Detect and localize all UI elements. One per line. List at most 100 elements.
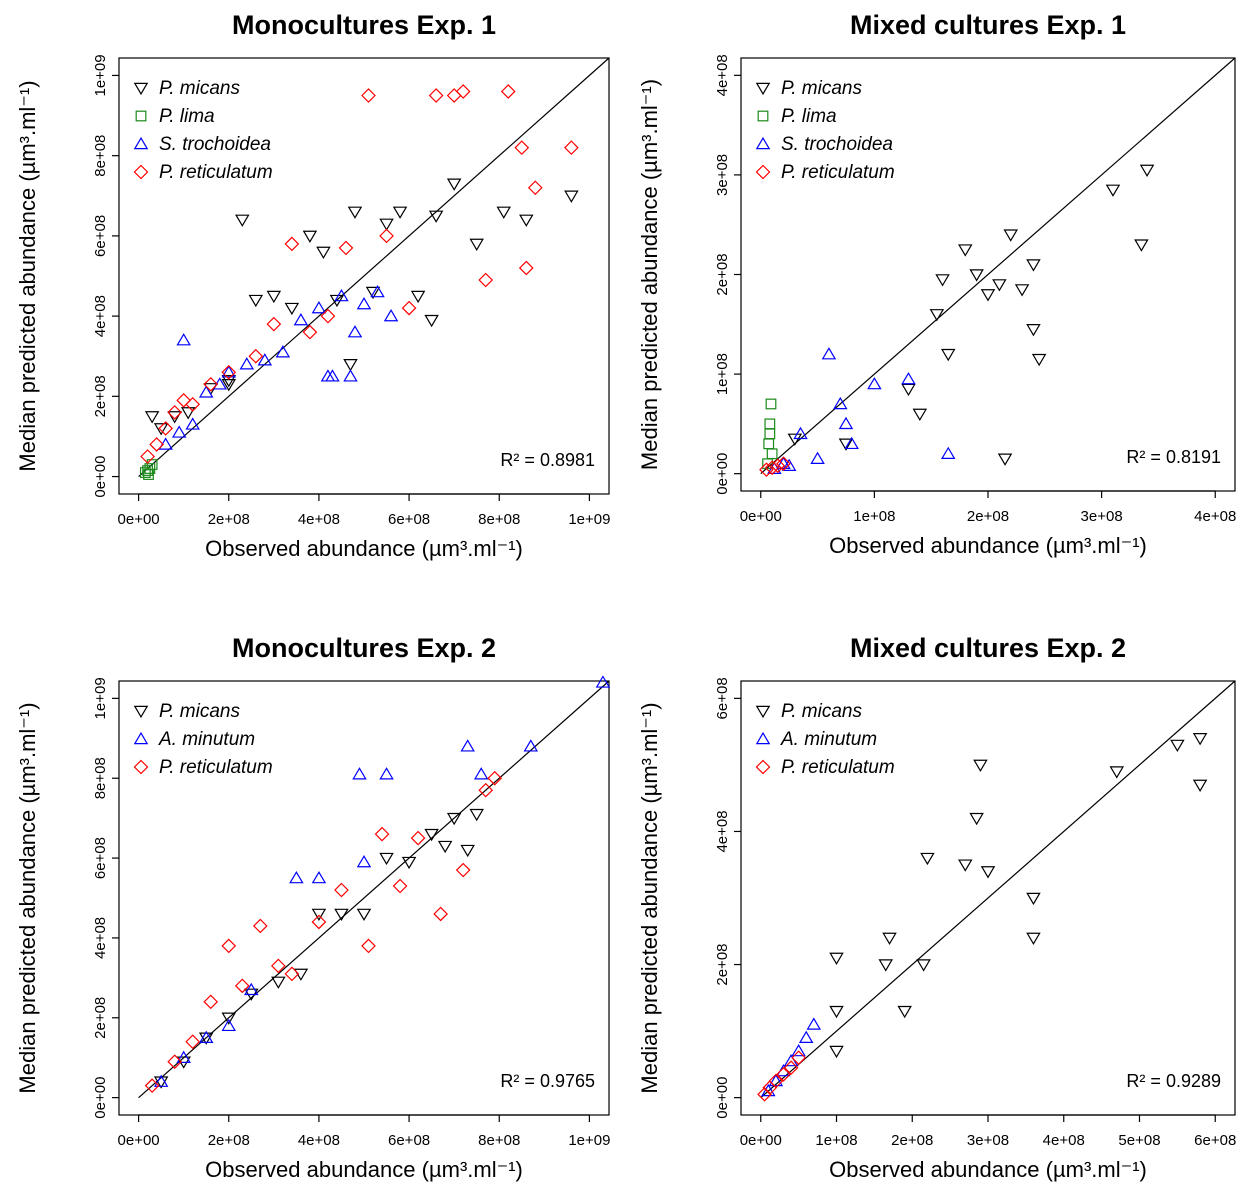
y-tick-label: 4e+08 (714, 810, 731, 852)
data-point (838, 438, 854, 451)
r-squared-label: R² = 0.8981 (500, 450, 595, 470)
y-tick-label: 2e+08 (92, 375, 109, 417)
r-squared-prefix: R² = (1126, 447, 1166, 467)
data-point (379, 228, 394, 244)
series-square (762, 398, 778, 470)
y-tick-label: 6e+08 (714, 677, 731, 719)
data-point (1192, 733, 1208, 746)
r-squared-value: 0.9289 (1166, 1071, 1221, 1091)
data-point (781, 458, 797, 471)
data-point (428, 210, 444, 223)
data-point (1014, 284, 1030, 297)
data-point (356, 854, 372, 868)
series-diamond (757, 1050, 806, 1102)
data-point (144, 1078, 160, 1094)
data-point (783, 1060, 799, 1076)
data-point (153, 1076, 169, 1089)
legend-marker (755, 759, 771, 775)
x-tick-label: 3e+08 (1081, 508, 1123, 525)
data-point (171, 425, 187, 438)
data-point (523, 739, 539, 752)
data-point (455, 862, 471, 878)
legend-label: S. trochoidea (781, 134, 893, 155)
x-tick-label: 8e+08 (478, 511, 520, 528)
r-squared-value: 0.8191 (1166, 447, 1221, 467)
x-axis-label: Observed abundance (µm³.ml⁻¹) (205, 1157, 523, 1182)
series-triangle-up (158, 284, 399, 450)
data-point (143, 469, 154, 480)
data-point (410, 290, 426, 304)
data-point (920, 852, 935, 866)
data-point (392, 878, 408, 894)
legend-label: P. micans (159, 701, 240, 722)
data-point (973, 759, 988, 772)
data-point (266, 290, 282, 304)
y-tick-label: 0e+00 (92, 455, 109, 497)
y-tick-label: 1e+08 (714, 353, 731, 395)
data-point (334, 288, 349, 302)
panel-title: Monocultures Exp. 1 (232, 10, 496, 40)
legend-label: P. micans (781, 78, 862, 99)
legend-marker (133, 705, 149, 719)
x-tick-label: 4e+08 (1043, 1132, 1085, 1149)
y-tick-label: 1e+09 (92, 54, 109, 96)
data-point (1026, 932, 1041, 946)
x-tick-label: 5e+08 (1118, 1132, 1160, 1149)
data-point (487, 770, 503, 786)
data-point (460, 844, 475, 858)
data-point (235, 214, 250, 227)
data-point (334, 882, 349, 898)
legend-label: P. micans (781, 701, 862, 722)
data-point (198, 385, 214, 398)
data-point (338, 240, 354, 256)
r-squared-prefix: R² = (500, 450, 540, 470)
data-point (284, 966, 300, 982)
data-point (763, 438, 775, 450)
x-axis-label: Observed abundance (µm³.ml⁻¹) (829, 1157, 1147, 1182)
y-tick-label: 4e+08 (92, 917, 109, 959)
data-point (1003, 229, 1018, 242)
x-tick-label: 6e+08 (388, 511, 430, 528)
data-point (878, 959, 893, 972)
data-point (361, 938, 376, 954)
x-tick-label: 6e+08 (388, 1132, 430, 1149)
data-point (257, 353, 273, 366)
data-point (791, 1043, 806, 1057)
data-point (325, 369, 340, 382)
data-point (203, 376, 219, 392)
data-point (433, 906, 448, 922)
data-point (901, 383, 916, 397)
legend-label: P. reticulatum (159, 757, 273, 778)
r-squared-prefix: R² = (500, 1071, 540, 1091)
data-point (916, 959, 931, 972)
x-tick-label: 3e+08 (967, 1132, 1009, 1149)
legend-marker (135, 110, 147, 122)
legend-marker (133, 759, 149, 775)
data-point (185, 417, 200, 430)
x-tick-label: 1e+08 (815, 1132, 857, 1149)
data-point (302, 324, 318, 340)
data-point (867, 376, 882, 390)
data-point (838, 416, 854, 430)
legend-marker (133, 731, 149, 745)
panel-title: Mixed cultures Exp. 2 (850, 633, 1126, 663)
data-point (293, 313, 309, 326)
data-point (347, 206, 363, 219)
legend-label: P. lima (159, 106, 215, 127)
data-point (239, 357, 255, 370)
data-point (144, 463, 156, 474)
legend-marker (755, 136, 771, 150)
data-point (500, 84, 516, 99)
identity-line (138, 57, 610, 478)
data-point (437, 840, 453, 854)
x-tick-label: 2e+08 (208, 1132, 250, 1149)
r-squared-value: 0.9765 (540, 1071, 595, 1091)
series-triangle-down (787, 164, 1155, 466)
x-tick-label: 0e+00 (118, 1132, 160, 1149)
legend-label: A. minutum (158, 729, 255, 750)
scatter-panel-4: Mixed cultures Exp. 2 0e+00 1e+08 2e+08 3e+0… (637, 633, 1236, 1182)
y-tick-label: 4e+08 (92, 295, 109, 337)
data-point (958, 244, 973, 257)
data-point (518, 260, 534, 276)
y-axis-label: Median predicted abundance (µm³.ml⁻¹) (637, 79, 662, 470)
